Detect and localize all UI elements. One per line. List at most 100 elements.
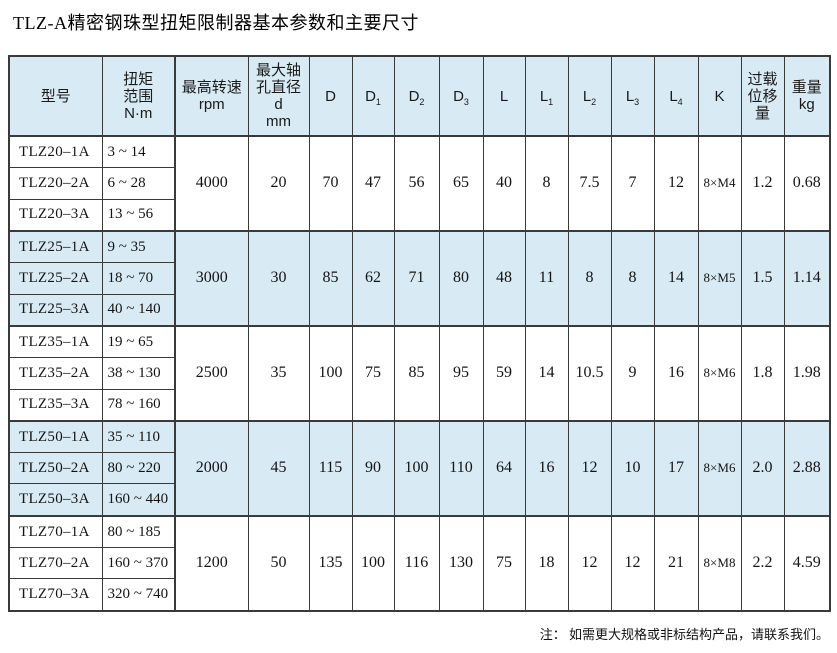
cell-D1: 90 — [351, 419, 395, 517]
cell-model: TLZ70–2A — [8, 547, 103, 580]
cell-L2: 10.5 — [567, 324, 612, 422]
col-header-K: K — [697, 55, 742, 137]
cell-torque-range: 13 ~ 56 — [101, 198, 176, 232]
cell-max-speed: 2000 — [174, 419, 249, 517]
cell-max-bore: 45 — [247, 419, 310, 517]
cell-D3: 130 — [438, 514, 484, 612]
cell-max-bore: 20 — [247, 135, 310, 232]
cell-L3: 8 — [610, 229, 655, 327]
cell-D2: 100 — [393, 419, 440, 517]
cell-L3: 7 — [610, 135, 655, 232]
cell-D: 100 — [308, 324, 353, 422]
cell-max-speed: 1200 — [174, 514, 249, 612]
cell-model: TLZ50–2A — [8, 452, 103, 485]
cell-model: TLZ20–2A — [8, 167, 103, 200]
col-header-L1: L1 — [524, 55, 569, 137]
cell-L: 59 — [482, 324, 526, 422]
table-row: TLZ25–3A 40 ~ 140 — [8, 293, 830, 327]
cell-L4: 16 — [653, 324, 699, 422]
cell-D: 115 — [308, 419, 353, 517]
cell-D3: 80 — [438, 229, 484, 327]
cell-L2: 7.5 — [567, 135, 612, 232]
cell-L3: 10 — [610, 419, 655, 517]
cell-L1: 18 — [524, 514, 569, 612]
cell-L4: 17 — [653, 419, 699, 517]
cell-torque-range: 78 ~ 160 — [101, 388, 176, 422]
table-row: TLZ50–1A 35 ~ 110 2000 45 115 90 100 110 64 16 12 1… — [8, 419, 831, 517]
cell-overload-displacement: 1.8 — [740, 324, 785, 422]
table-row: TLZ70–3A 320 ~ 740 — [8, 578, 830, 612]
spec-table-body: TLZ20–1A 3 ~ 14 4000 20 70 47 56 65 40 8 7.5 7 12 8×M… — [8, 135, 831, 612]
cell-model: TLZ50–3A — [8, 483, 103, 517]
table-row: TLZ25–2A 18 ~ 70 — [8, 262, 830, 295]
cell-torque-range: 40 ~ 140 — [101, 293, 176, 327]
col-header-L2: L2 — [567, 55, 612, 137]
cell-max-speed: 3000 — [174, 229, 249, 327]
cell-D3: 95 — [438, 324, 484, 422]
cell-D2: 56 — [393, 135, 440, 232]
cell-D2: 116 — [393, 514, 440, 612]
cell-model: TLZ20–1A — [8, 135, 103, 169]
cell-torque-range: 3 ~ 14 — [101, 135, 176, 169]
cell-torque-range: 9 ~ 35 — [101, 229, 176, 264]
cell-L4: 21 — [653, 514, 699, 612]
cell-D2: 85 — [393, 324, 440, 422]
page-title: TLZ-A精密钢珠型扭矩限制器基本参数和主要尺寸 — [13, 13, 419, 33]
cell-D1: 100 — [351, 514, 395, 612]
cell-overload-displacement: 2.2 — [740, 514, 785, 612]
col-header-D2: D2 — [393, 55, 440, 137]
col-header-model: 型号 — [8, 55, 103, 137]
cell-D1: 62 — [351, 229, 395, 327]
table-row: TLZ70–1A 80 ~ 185 1200 50 135 100 116 130 75 18 12… — [8, 514, 831, 612]
cell-D2: 71 — [393, 229, 440, 327]
cell-torque-range: 38 ~ 130 — [101, 357, 176, 390]
cell-K: 8×M8 — [697, 514, 742, 612]
cell-D: 70 — [308, 135, 353, 232]
cell-L4: 14 — [653, 229, 699, 327]
cell-D1: 47 — [351, 135, 395, 232]
cell-torque-range: 6 ~ 28 — [101, 167, 176, 200]
cell-torque-range: 160 ~ 370 — [101, 547, 176, 580]
col-header-L4: L4 — [653, 55, 699, 137]
cell-D3: 110 — [438, 419, 484, 517]
header-row: 型号 扭矩 范围 N·m 最高转速 rpm 最大轴 孔直径 d mm D D1 D2 D3 L L1 L2 L3 L… — [8, 55, 831, 137]
cell-torque-range: 80 ~ 220 — [101, 452, 176, 485]
cell-model: TLZ70–3A — [8, 578, 103, 612]
col-header-L3: L3 — [610, 55, 655, 137]
cell-D1: 75 — [351, 324, 395, 422]
table-row: TLZ50–3A 160 ~ 440 — [8, 483, 830, 517]
cell-L: 75 — [482, 514, 526, 612]
col-header-D3: D3 — [438, 55, 484, 137]
table-row: TLZ50–2A 80 ~ 220 — [8, 452, 830, 485]
footnote: 注： 如需更大规格或非标结构产品，请联系我们。 — [539, 627, 829, 642]
col-header-weight: 重量 kg — [783, 55, 831, 137]
col-header-overload-displacement: 过载 位移量 — [740, 55, 785, 137]
cell-model: TLZ25–1A — [8, 229, 103, 264]
cell-model: TLZ35–2A — [8, 357, 103, 390]
cell-L3: 9 — [610, 324, 655, 422]
cell-weight: 1.98 — [783, 324, 831, 422]
cell-overload-displacement: 1.2 — [740, 135, 785, 232]
cell-weight: 4.59 — [783, 514, 831, 612]
table-row: TLZ25–1A 9 ~ 35 3000 30 85 62 71 80 48 11 8 8 14 8×M5… — [8, 229, 831, 327]
cell-L1: 11 — [524, 229, 569, 327]
cell-weight: 0.68 — [783, 135, 831, 232]
cell-L2: 8 — [567, 229, 612, 327]
cell-K: 8×M6 — [697, 419, 742, 517]
col-header-L: L — [482, 55, 526, 137]
cell-L1: 16 — [524, 419, 569, 517]
cell-L3: 12 — [610, 514, 655, 612]
cell-model: TLZ20–3A — [8, 198, 103, 232]
cell-D: 85 — [308, 229, 353, 327]
cell-overload-displacement: 1.5 — [740, 229, 785, 327]
cell-model: TLZ50–1A — [8, 419, 103, 454]
cell-weight: 1.14 — [783, 229, 831, 327]
cell-model: TLZ25–2A — [8, 262, 103, 295]
cell-model: TLZ70–1A — [8, 514, 103, 549]
cell-torque-range: 320 ~ 740 — [101, 578, 176, 612]
cell-K: 8×M4 — [697, 135, 742, 232]
cell-L: 40 — [482, 135, 526, 232]
cell-L1: 8 — [524, 135, 569, 232]
cell-K: 8×M5 — [697, 229, 742, 327]
cell-model: TLZ25–3A — [8, 293, 103, 327]
